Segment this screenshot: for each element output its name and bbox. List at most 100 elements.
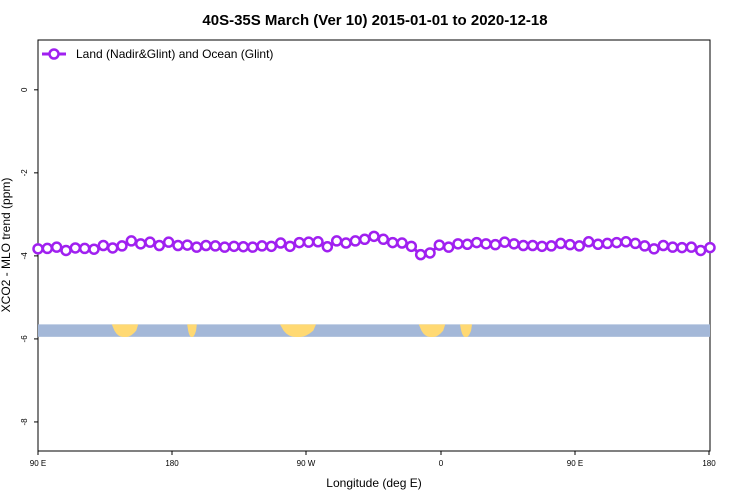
- series-point: [228, 240, 240, 253]
- series-point: [610, 236, 623, 249]
- series-point: [442, 241, 455, 253]
- series-point: [704, 241, 716, 254]
- y-tick-label: -2: [20, 169, 29, 177]
- series-point: [302, 236, 315, 248]
- series-point: [256, 240, 268, 252]
- legend-marker-swatch: [48, 48, 60, 60]
- series-point: [396, 237, 408, 249]
- series-point: [349, 235, 362, 247]
- series-point: [330, 235, 343, 247]
- series-point: [414, 248, 427, 261]
- land-ocean-band: [38, 324, 710, 337]
- series-point: [526, 239, 539, 252]
- series-point: [433, 239, 446, 251]
- series-point: [405, 240, 418, 253]
- series-point: [601, 237, 614, 250]
- series-point: [685, 241, 698, 253]
- series-point: [657, 239, 670, 252]
- series-point: [116, 240, 128, 252]
- land-patch-africa: [418, 324, 446, 337]
- x-tick-label: 0: [439, 459, 444, 468]
- series-point: [172, 239, 184, 252]
- series-point: [638, 240, 651, 252]
- x-axis-ticks: 90 E 180 90 W 0 90 E 180: [30, 451, 716, 468]
- series-point: [694, 244, 707, 257]
- series-point: [470, 236, 483, 249]
- series-point: [368, 230, 380, 243]
- x-tick-label: 90 E: [30, 459, 46, 468]
- x-tick-label: 180: [702, 459, 716, 468]
- ocean-band: [38, 324, 710, 337]
- series-point: [321, 240, 334, 253]
- y-tick-label: -8: [20, 418, 29, 426]
- series-point: [452, 238, 464, 250]
- series-point: [293, 236, 306, 249]
- series-point: [340, 237, 352, 249]
- series-point: [125, 235, 138, 247]
- chart-title: 40S-35S March (Ver 10) 2015-01-01 to 202…: [202, 12, 547, 29]
- series-point: [162, 236, 175, 248]
- series-point: [629, 237, 642, 250]
- legend: Land (Nadir&Glint) and Ocean (Glint): [42, 47, 273, 61]
- series-point: [237, 240, 250, 253]
- series-point: [461, 238, 474, 251]
- x-tick-label: 90 W: [297, 459, 316, 468]
- series-point: [312, 236, 324, 248]
- y-tick-label: -6: [20, 335, 29, 343]
- series-point: [480, 238, 492, 250]
- y-tick-label: 0: [20, 87, 29, 92]
- series-point: [209, 240, 222, 252]
- land-patch-south-america: [280, 324, 316, 337]
- series-point: [106, 242, 119, 254]
- series-point: [153, 239, 166, 252]
- series-point: [498, 236, 511, 248]
- series-point: [517, 239, 530, 252]
- series-point: [648, 243, 660, 255]
- series-point: [50, 241, 63, 253]
- series-point: [144, 236, 156, 248]
- x-axis-label: Longitude (deg E): [326, 476, 421, 490]
- x-tick-label: 90 E: [567, 459, 583, 468]
- series-point: [190, 241, 203, 253]
- series-point: [620, 236, 632, 248]
- series-point: [358, 233, 371, 246]
- plot-area: 90 E 180 90 W 0 90 E 180 0 -2 -4 -6 -8: [20, 39, 716, 468]
- series-point: [78, 242, 91, 255]
- series-point: [377, 233, 390, 246]
- legend-label: Land (Nadir&Glint) and Ocean (Glint): [76, 47, 273, 61]
- series-point: [265, 240, 278, 253]
- series-point: [508, 238, 520, 250]
- series-point: [424, 247, 436, 259]
- series-point: [69, 242, 82, 254]
- series-point: [200, 239, 212, 252]
- series-point: [676, 241, 688, 254]
- series-point: [88, 243, 100, 255]
- series-point: [582, 236, 595, 248]
- series-point: [246, 241, 259, 253]
- land-patch-new-zealand: [187, 324, 197, 337]
- series-point: [181, 239, 194, 251]
- x-tick-label: 180: [165, 459, 179, 468]
- series-point: [134, 238, 147, 250]
- land-patch-indian-ocean-island: [460, 324, 472, 337]
- series-point: [284, 240, 296, 253]
- series-point: [386, 236, 399, 249]
- series-point: [573, 240, 586, 252]
- series-point: [97, 239, 110, 252]
- series-point: [666, 241, 679, 253]
- series-point: [274, 237, 287, 249]
- land-patch-australia: [111, 324, 139, 337]
- series-point: [592, 238, 604, 251]
- series-point: [554, 237, 567, 250]
- series-point: [564, 238, 576, 251]
- series-point: [32, 243, 44, 255]
- series-layer: [32, 230, 716, 261]
- series-point: [60, 244, 72, 257]
- series-point: [545, 240, 558, 252]
- series-point: [536, 240, 548, 253]
- series-point: [489, 238, 502, 251]
- series-point: [41, 242, 54, 255]
- y-tick-label: -4: [20, 252, 29, 260]
- y-axis-label: XCO2 - MLO trend (ppm): [0, 178, 13, 313]
